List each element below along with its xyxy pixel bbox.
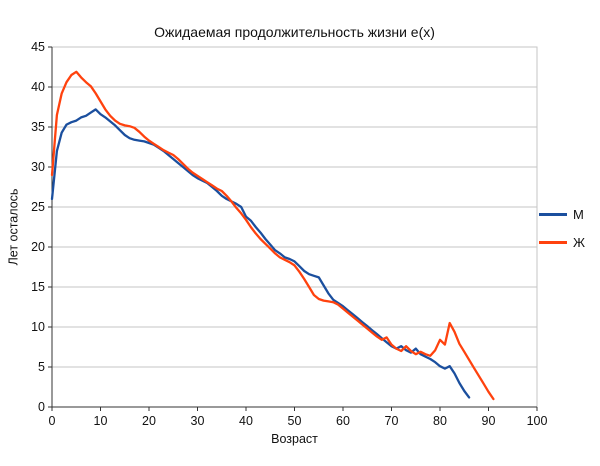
- svg-text:50: 50: [288, 414, 302, 428]
- svg-text:35: 35: [31, 120, 45, 134]
- svg-text:40: 40: [31, 80, 45, 94]
- legend-item-female: Ж: [539, 228, 585, 256]
- svg-text:25: 25: [31, 200, 45, 214]
- svg-text:5: 5: [38, 360, 45, 374]
- x-axis-title: Возраст: [271, 432, 318, 446]
- svg-text:15: 15: [31, 280, 45, 294]
- svg-text:90: 90: [482, 414, 496, 428]
- svg-text:20: 20: [31, 240, 45, 254]
- svg-text:0: 0: [49, 414, 56, 428]
- svg-text:70: 70: [385, 414, 399, 428]
- svg-text:10: 10: [94, 414, 108, 428]
- legend-label-male: М: [573, 206, 584, 222]
- svg-text:60: 60: [336, 414, 350, 428]
- svg-text:80: 80: [433, 414, 447, 428]
- svg-text:45: 45: [31, 40, 45, 54]
- svg-text:30: 30: [191, 414, 205, 428]
- legend-label-female: Ж: [573, 234, 586, 250]
- svg-text:0: 0: [38, 400, 45, 414]
- svg-text:100: 100: [527, 414, 548, 428]
- legend: М Ж: [539, 200, 585, 256]
- svg-text:10: 10: [31, 320, 45, 334]
- chart-title: Ожидаемая продолжительность жизни e(x): [154, 24, 435, 40]
- svg-text:30: 30: [31, 160, 45, 174]
- male-series-line-swatch: [539, 212, 567, 216]
- svg-text:40: 40: [239, 414, 253, 428]
- legend-item-male: М: [539, 200, 585, 228]
- female-series-line-swatch: [539, 240, 567, 244]
- y-axis-title: Лет осталось: [6, 188, 21, 266]
- svg-text:20: 20: [142, 414, 156, 428]
